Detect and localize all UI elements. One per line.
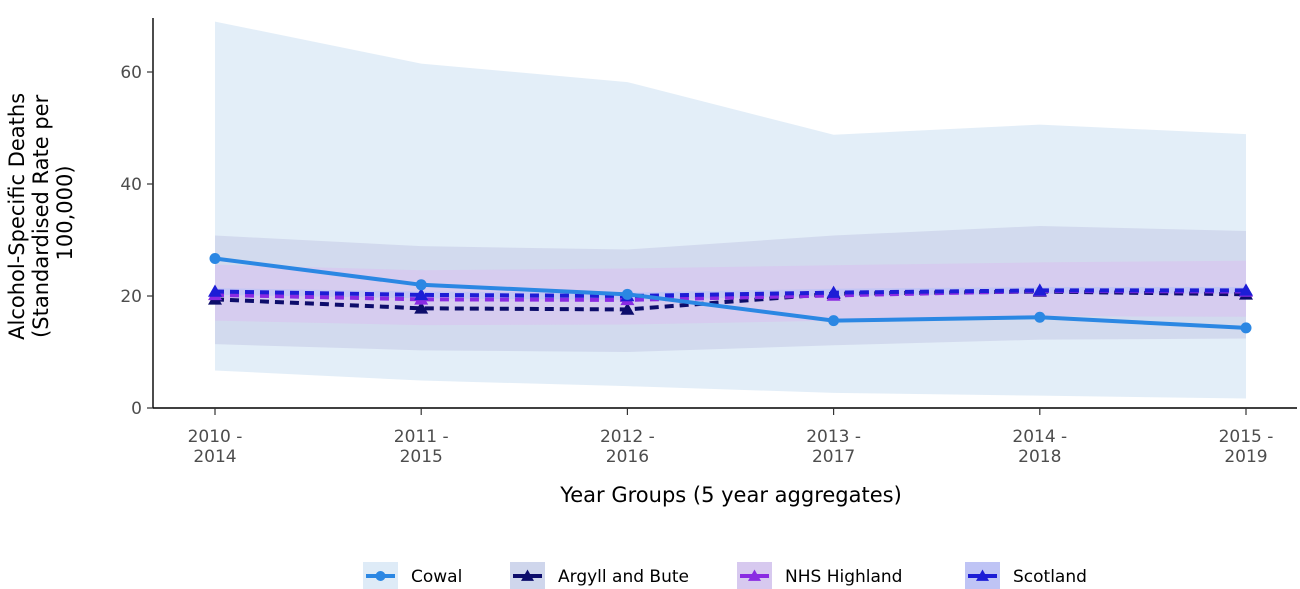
x-tick-label-line: 2012 - [600, 427, 655, 447]
x-tick-label: 2014 -2018 [1012, 427, 1067, 467]
y-axis-title-line-2: (Standardised Rate per [29, 94, 53, 338]
y-tick-label: 0 [131, 399, 142, 419]
legend-item-argyll-and-bute: Argyll and Bute [510, 562, 689, 589]
y-axis-title: Alcohol-Specific Deaths (Standardised Ra… [5, 86, 77, 340]
x-tick-label-line: 2011 - [394, 427, 449, 447]
legend-item-nhs-highland: NHS Highland [737, 562, 902, 589]
legend-item-scotland: Scotland [965, 562, 1087, 589]
y-tick-label: 40 [120, 175, 142, 195]
y-axis-ticks: 0 20 40 60 [120, 63, 153, 419]
scotland-point [1032, 283, 1047, 296]
legend-key-marker [521, 569, 534, 581]
legend-label: NHS Highland [785, 567, 902, 587]
x-tick-label: 2012 -2016 [600, 427, 655, 467]
y-tick-label: 20 [120, 287, 142, 307]
series-markers [208, 252, 1253, 334]
y-tick-label: 60 [120, 63, 142, 83]
legend: Cowal Argyll and Bute NHS Highland Scotland [363, 562, 1087, 589]
scotland-point [208, 284, 222, 297]
legend-key-marker [976, 569, 989, 581]
x-axis-ticks: 2010 -2014 2011 -2015 2012 -2016 2013 -2017… [188, 408, 1274, 467]
legend-label: Cowal [411, 567, 462, 587]
argyll-and-bute-point [414, 301, 429, 314]
x-tick-label-line: 2019 [1224, 447, 1267, 467]
scotland-point [826, 285, 841, 298]
x-tick-label: 2013 -2017 [806, 427, 861, 467]
x-axis-title: Year Groups (5 year aggregates) [559, 483, 902, 507]
x-tick-label-line: 2017 [812, 447, 855, 467]
cowal-point [209, 252, 221, 264]
x-tick-label-line: 2016 [606, 447, 649, 467]
y-axis-title-line-3: 100,000) [53, 165, 77, 260]
cowal-point [415, 279, 427, 291]
x-tick-label-line: 2013 - [806, 427, 861, 447]
series-lines [214, 256, 1247, 330]
x-tick-label: 2011 -2015 [394, 427, 449, 467]
x-tick-label-line: 2015 [400, 447, 443, 467]
argyll-and-bute-point [620, 302, 635, 315]
x-tick-label-line: 2015 - [1219, 427, 1274, 447]
cowal-point [828, 315, 840, 327]
legend-item-cowal: Cowal [363, 562, 462, 589]
x-tick-label-line: 2014 [193, 447, 236, 467]
scotland-line [214, 288, 1246, 298]
legend-label: Argyll and Bute [558, 567, 689, 587]
legend-key-marker [375, 571, 386, 581]
confidence-bands [215, 21, 1246, 399]
cowal-line [214, 256, 1247, 330]
scotland-point [414, 287, 429, 301]
x-tick-label: 2015 -2019 [1219, 427, 1274, 467]
x-tick-label: 2010 -2014 [188, 427, 243, 467]
x-tick-label-line: 2014 - [1012, 427, 1067, 447]
x-tick-label-line: 2018 [1018, 447, 1061, 467]
legend-label: Scotland [1013, 567, 1087, 587]
y-axis-title-line-1: Alcohol-Specific Deaths [5, 93, 29, 340]
cowal-point [621, 288, 633, 300]
cowal-point [1034, 311, 1046, 323]
x-tick-label-line: 2010 - [188, 427, 243, 447]
scotland-point [1239, 283, 1253, 296]
legend-key-marker [748, 569, 761, 581]
cowal-point [1240, 322, 1252, 334]
